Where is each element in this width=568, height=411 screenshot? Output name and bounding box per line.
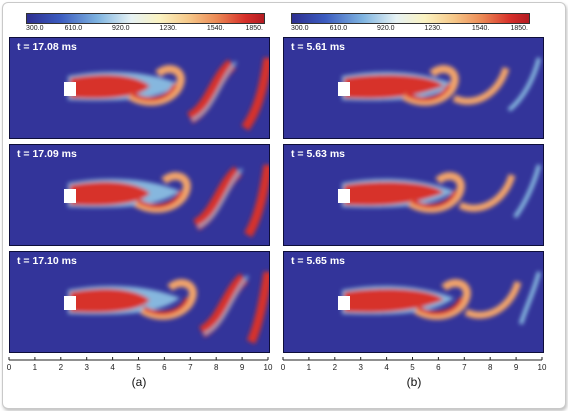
x-tick-label: 3 bbox=[84, 363, 89, 372]
x-tick-label: 3 bbox=[358, 363, 363, 372]
x-tick-label: 9 bbox=[514, 363, 519, 372]
colorbar-right-ticks: 300.0 610.0 920.0 1230. 1540. 1850. bbox=[291, 25, 530, 34]
panel-right-3: t = 5.65 ms bbox=[283, 251, 544, 353]
colorbar-tick-label: 1230. bbox=[159, 25, 177, 32]
time-label: t = 5.65 ms bbox=[291, 255, 345, 267]
colorbar-tick-label: 610.0 bbox=[329, 25, 348, 32]
x-tick-label: 10 bbox=[538, 363, 547, 372]
caption-a: (a) bbox=[131, 375, 147, 389]
colorbar-right bbox=[291, 13, 530, 24]
time-label: t = 17.08 ms bbox=[17, 41, 77, 53]
time-label: t = 5.61 ms bbox=[291, 41, 345, 53]
x-tick-label: 5 bbox=[136, 363, 141, 372]
colorbar-tick-label: 1850. bbox=[510, 25, 528, 32]
x-tick-label: 4 bbox=[110, 363, 115, 372]
time-label: t = 5.63 ms bbox=[291, 148, 345, 160]
bluff-body bbox=[64, 296, 76, 310]
panel-left-3: t = 17.10 ms bbox=[9, 251, 270, 353]
x-tick-label: 6 bbox=[162, 363, 167, 372]
x-tick-label: 8 bbox=[488, 363, 493, 372]
colorbar-tick-label: 1850. bbox=[245, 25, 263, 32]
bluff-body bbox=[338, 296, 350, 310]
x-tick-label: 5 bbox=[410, 363, 415, 372]
colorbar-left bbox=[26, 13, 265, 24]
bluff-body bbox=[64, 189, 76, 203]
panel-left-1: t = 17.08 ms bbox=[9, 37, 270, 139]
colorbar-tick-label: 300.0 bbox=[26, 25, 44, 32]
x-tick-label: 1 bbox=[307, 363, 312, 372]
panel-right-2: t = 5.63 ms bbox=[283, 144, 544, 246]
time-label: t = 17.10 ms bbox=[17, 255, 77, 267]
colorbar-tick-label: 920.0 bbox=[377, 25, 395, 32]
colorbar-tick-label: 610.0 bbox=[64, 25, 83, 32]
colorbar-left-ticks: 300.0 610.0 920.0 1230. 1540. 1850. bbox=[26, 25, 265, 34]
x-tick-label: 0 bbox=[281, 363, 286, 372]
colorbar-tick-label: 1540. bbox=[471, 25, 490, 32]
panel-left-2: t = 17.09 ms bbox=[9, 144, 270, 246]
caption-b: (b) bbox=[406, 375, 422, 389]
x-tick-label: 4 bbox=[384, 363, 389, 372]
x-tick-label: 9 bbox=[240, 363, 245, 372]
x-tick-label: 7 bbox=[462, 363, 467, 372]
colorbar-tick-label: 920.0 bbox=[112, 25, 130, 32]
x-tick-label: 7 bbox=[188, 363, 193, 372]
panel-right-1: t = 5.61 ms bbox=[283, 37, 544, 139]
x-tick-label: 8 bbox=[214, 363, 219, 372]
bluff-body bbox=[64, 82, 76, 96]
x-tick-label: 2 bbox=[333, 363, 338, 372]
colorbar-tick-label: 1540. bbox=[206, 25, 225, 32]
x-tick-label: 1 bbox=[33, 363, 38, 372]
colorbar-tick-label: 1230. bbox=[424, 25, 442, 32]
bluff-body bbox=[338, 82, 350, 96]
time-label: t = 17.09 ms bbox=[17, 148, 77, 160]
x-tick-label: 0 bbox=[7, 363, 12, 372]
x-tick-label: 10 bbox=[264, 363, 273, 372]
bluff-body bbox=[338, 189, 350, 203]
x-tick-label: 2 bbox=[59, 363, 64, 372]
x-tick-label: 6 bbox=[436, 363, 441, 372]
colorbar-tick-label: 300.0 bbox=[291, 25, 309, 32]
